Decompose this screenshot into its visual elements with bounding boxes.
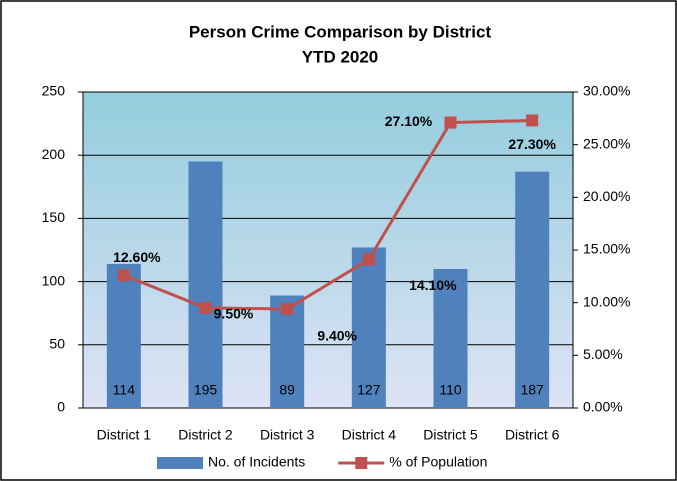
legend-label: No. of Incidents <box>208 454 305 470</box>
y-tick-label: 250 <box>42 83 66 99</box>
bar <box>433 268 468 408</box>
chart-subtitle: YTD 2020 <box>302 47 379 66</box>
legend-swatch <box>157 457 203 469</box>
bar-value-label: 110 <box>439 382 462 398</box>
x-tick-label: District 1 <box>97 427 152 443</box>
x-tick-label: District 6 <box>505 427 560 443</box>
x-tick-label: District 3 <box>260 427 315 443</box>
point-label: 9.40% <box>317 328 357 344</box>
bar-value-label: 127 <box>357 382 381 398</box>
y2-tick-label: 25.00% <box>583 135 630 151</box>
y2-tick-label: 0.00% <box>583 399 623 415</box>
x-tick-label: District 4 <box>342 427 397 443</box>
line-marker <box>362 253 375 266</box>
y2-tick-label: 15.00% <box>583 241 630 257</box>
y-tick-label: 0 <box>57 399 65 415</box>
bar-value-label: 89 <box>279 382 295 398</box>
point-label: 9.50% <box>214 306 254 322</box>
line-marker <box>281 302 294 315</box>
legend-label: % of Population <box>389 454 487 470</box>
line-marker <box>117 269 130 282</box>
x-tick-label: District 2 <box>178 427 233 443</box>
y-tick-label: 100 <box>42 272 66 288</box>
y2-tick-label: 20.00% <box>583 188 630 204</box>
y-tick-label: 200 <box>42 146 66 162</box>
chart-title: Person Crime Comparison by District <box>189 22 492 41</box>
point-label: 14.10% <box>409 277 457 293</box>
bar <box>351 247 386 408</box>
line-marker <box>199 301 212 314</box>
y-tick-label: 150 <box>42 209 66 225</box>
y-tick-label: 50 <box>49 336 65 352</box>
legend-marker <box>355 457 368 469</box>
point-label: 12.60% <box>113 249 161 265</box>
bar <box>515 171 550 408</box>
y2-tick-label: 5.00% <box>583 346 623 362</box>
y2-tick-label: 10.00% <box>583 293 630 309</box>
bar-value-label: 195 <box>194 382 218 398</box>
line <box>123 118 533 311</box>
x-tick-label: District 5 <box>423 427 478 443</box>
line-marker <box>444 116 457 129</box>
bar <box>106 263 141 408</box>
bar-value-label: 114 <box>113 382 136 398</box>
bar-value-label: 187 <box>520 382 544 398</box>
bar <box>188 161 223 408</box>
point-label: 27.30% <box>508 136 556 152</box>
line-marker <box>526 114 539 127</box>
y2-tick-label: 30.00% <box>583 83 630 99</box>
point-label: 27.10% <box>385 113 433 129</box>
plot-area <box>83 92 573 408</box>
